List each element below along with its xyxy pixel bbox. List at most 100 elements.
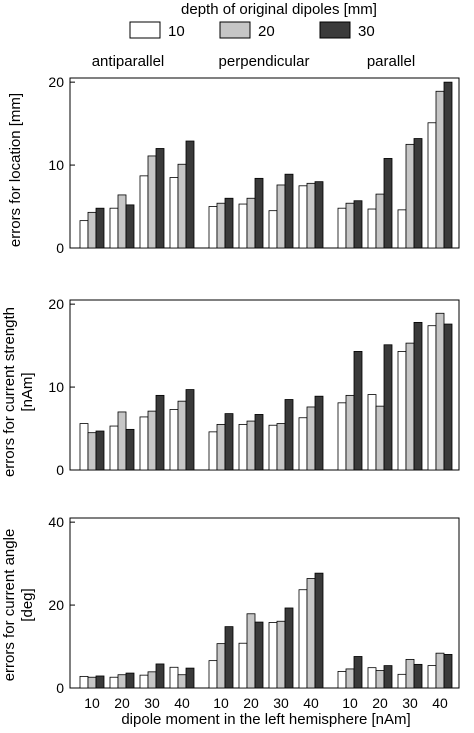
bar-30-series-10 [268, 622, 278, 689]
panel-frame [69, 517, 460, 689]
x-axis-label: dipole moment in the left hemisphere [nA… [121, 711, 410, 728]
bar-10-series-20 [345, 202, 355, 249]
x-tick-label: 20 [243, 695, 259, 711]
y-tick-label: 0 [56, 462, 64, 478]
bar-40-series-30 [443, 654, 453, 689]
bar-40-series-10 [298, 185, 308, 249]
bar-40-series-10 [427, 325, 437, 471]
panel-2: 0 10 20 [48, 296, 460, 478]
bar-40-series-20 [435, 312, 445, 471]
bar-20-series-10 [367, 667, 377, 689]
bar-20-series-20 [117, 194, 127, 249]
x-tick-label: 10 [342, 695, 358, 711]
bar-40-series-20 [177, 400, 187, 471]
x-tick-label: 10 [84, 695, 100, 711]
bar-10-series-10 [337, 402, 347, 471]
y-tick-label: 20 [48, 296, 64, 312]
bar-20-series-30 [254, 177, 264, 249]
y-tick-label: 0 [56, 240, 64, 256]
y-label-location: errors for location [mm] [7, 93, 24, 247]
bar-10-series-30 [224, 197, 234, 249]
bar-10-series-20 [216, 643, 226, 689]
bar-30-series-20 [147, 410, 157, 471]
bar-40-series-20 [435, 652, 445, 689]
bar-20-series-20 [246, 197, 256, 249]
bar-30-series-30 [413, 663, 423, 689]
bar-10-series-30 [353, 200, 363, 249]
bar-40-series-20 [177, 674, 187, 689]
bar-20-series-20 [117, 411, 127, 471]
bar-40-series-20 [306, 406, 316, 471]
bar-40-series-10 [169, 177, 179, 249]
bar-10-series-10 [208, 660, 218, 689]
bar-20-series-20 [246, 420, 256, 471]
legend-label-30: 30 [358, 23, 375, 40]
bar-10-series-10 [208, 431, 218, 471]
bar-10-series-30 [95, 675, 105, 689]
y-label-angle-line1: errors for current angle [1, 529, 18, 682]
bar-20-series-20 [375, 405, 385, 471]
bar-20-series-20 [246, 613, 256, 689]
bar-panels: 0 10 20 0 10 20 0 20 40 10 20 30 40 10 20 30 40 10 20 30 40 [48, 74, 460, 711]
x-tick-label: 40 [432, 695, 448, 711]
bar-10-series-10 [79, 220, 89, 249]
bar-20-series-10 [238, 423, 248, 471]
bar-10-series-30 [353, 351, 363, 471]
bar-40-series-10 [427, 122, 437, 249]
legend-label-10: 10 [168, 23, 185, 40]
bar-30-series-30 [284, 173, 294, 249]
bar-10-series-10 [208, 206, 218, 249]
bar-10-series-30 [353, 656, 363, 689]
bar-10-series-20 [87, 211, 97, 249]
bar-30-series-30 [155, 394, 165, 471]
bar-40-series-10 [298, 589, 308, 689]
bar-40-series-30 [185, 140, 195, 249]
bar-10-series-20 [87, 676, 97, 689]
bar-20-series-30 [383, 158, 393, 249]
bar-30-series-10 [397, 209, 407, 249]
panel-1: 0 10 20 [48, 74, 460, 256]
bar-10-series-20 [87, 432, 97, 471]
bar-20-series-30 [125, 672, 135, 689]
bar-30-series-30 [155, 148, 165, 249]
y-tick-label: 10 [48, 379, 64, 395]
bar-40-series-30 [443, 81, 453, 249]
bar-30-series-20 [405, 143, 415, 249]
bar-20-series-30 [383, 344, 393, 471]
x-tick-label: 20 [372, 695, 388, 711]
bar-20-series-20 [375, 670, 385, 689]
legend-swatch-20 [219, 21, 251, 39]
y-tick-label: 20 [48, 597, 64, 613]
bar-40-series-30 [314, 572, 324, 689]
legend-title: depth of original dipoles [mm] [181, 1, 377, 18]
bar-20-series-30 [254, 621, 264, 689]
bar-30-series-10 [139, 175, 149, 249]
bar-20-series-10 [109, 207, 119, 249]
x-tick-label: 10 [213, 695, 229, 711]
bar-40-series-20 [435, 90, 445, 249]
bar-40-series-30 [314, 181, 324, 249]
bar-10-series-10 [79, 675, 89, 689]
y-tick-label: 40 [48, 514, 64, 530]
bar-30-series-10 [139, 674, 149, 689]
y-label-strength-line2: [nAm] [19, 372, 36, 411]
bar-30-series-30 [413, 138, 423, 249]
bar-40-series-20 [306, 182, 316, 249]
bar-30-series-10 [268, 210, 278, 249]
bar-30-series-10 [397, 351, 407, 471]
bar-30-series-20 [276, 184, 286, 249]
bar-10-series-30 [224, 626, 234, 689]
bar-30-series-10 [397, 673, 407, 689]
bar-20-series-30 [383, 665, 393, 689]
bar-10-series-20 [216, 423, 226, 471]
bar-30-series-30 [284, 607, 294, 689]
bar-30-series-20 [276, 620, 286, 689]
y-tick-label: 0 [56, 680, 64, 696]
bar-20-series-10 [109, 425, 119, 471]
bar-40-series-10 [169, 409, 179, 471]
bar-20-series-10 [238, 203, 248, 249]
bar-30-series-20 [147, 155, 157, 249]
bar-40-series-30 [185, 389, 195, 471]
bar-10-series-30 [95, 207, 105, 249]
bar-10-series-30 [224, 413, 234, 471]
